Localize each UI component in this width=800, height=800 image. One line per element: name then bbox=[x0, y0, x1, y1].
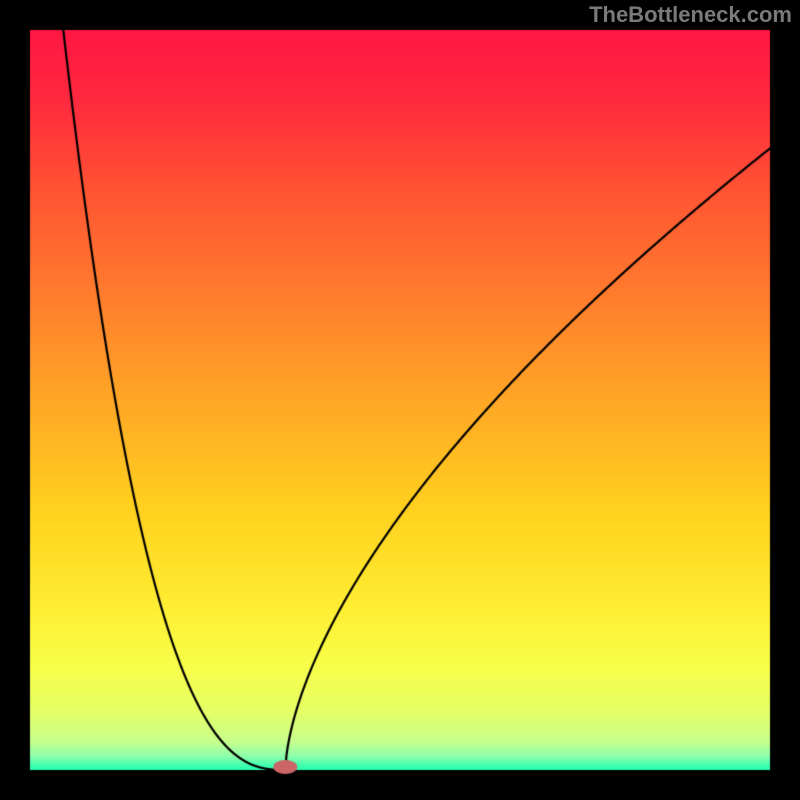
bottleneck-curve-chart bbox=[0, 0, 800, 800]
watermark-text: TheBottleneck.com bbox=[589, 2, 792, 28]
chart-outer-frame: TheBottleneck.com bbox=[0, 0, 800, 800]
